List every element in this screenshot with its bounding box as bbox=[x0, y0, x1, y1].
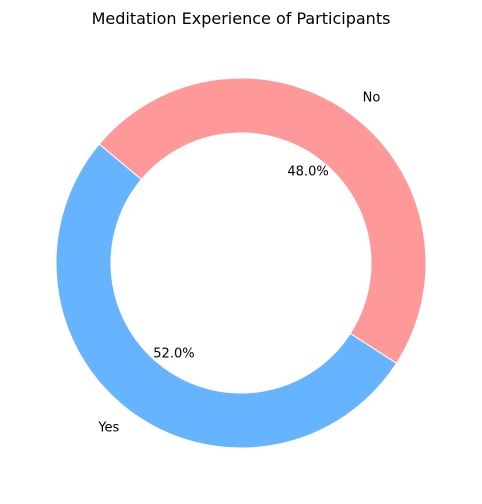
slice-label-yes: Yes bbox=[97, 421, 119, 436]
chart-title: Meditation Experience of Participants bbox=[92, 9, 391, 28]
slice-label-no: No bbox=[363, 90, 381, 105]
slice-percent-yes: 52.0% bbox=[153, 346, 194, 361]
slice-percent-no: 48.0% bbox=[287, 165, 328, 180]
slice-no bbox=[98, 77, 427, 364]
donut-slices bbox=[55, 77, 427, 449]
slice-labels: Yes 52.0% No 48.0% bbox=[97, 90, 380, 435]
slice-yes bbox=[55, 143, 398, 449]
